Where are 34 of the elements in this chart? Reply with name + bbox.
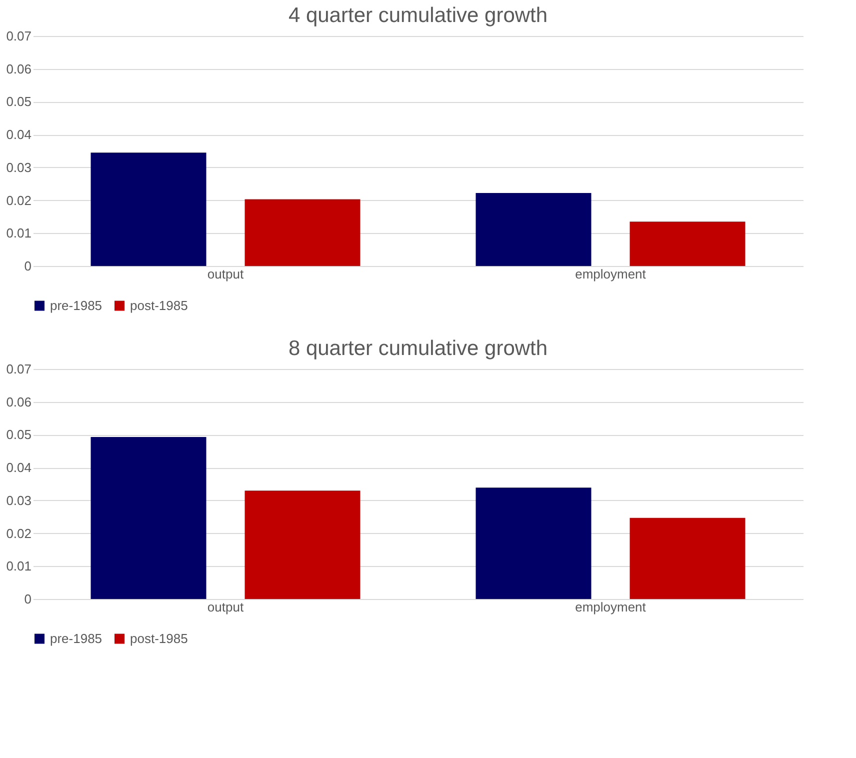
y-tick-label: 0.04 (6, 127, 32, 142)
bar (476, 488, 592, 599)
x-tick-label: output (207, 266, 244, 282)
x-tick-label: employment (575, 600, 646, 614)
bar (630, 518, 746, 599)
bar (244, 490, 360, 599)
y-tick-label: 0.05 (6, 427, 32, 442)
y-tick-label: 0.05 (6, 94, 32, 110)
legend-label: post-1985 (130, 298, 188, 313)
bar (476, 193, 592, 266)
y-tick-label: 0.03 (6, 492, 32, 508)
y-tick-label: 0.06 (6, 394, 32, 410)
y-tick-label: 0 (24, 592, 32, 606)
legend-label: pre-1985 (50, 630, 102, 646)
y-tick-label: 0.01 (6, 558, 32, 574)
y-tick-label: 0.04 (6, 460, 32, 476)
x-tick-label: output (207, 600, 244, 614)
y-tick-label: 0.02 (6, 192, 32, 208)
y-tick-label: 0.06 (6, 61, 32, 76)
y-tick-label: 0.07 (6, 362, 32, 376)
y-tick-label: 0.03 (6, 160, 32, 175)
y-tick-label: 0.01 (6, 226, 32, 241)
y-tick-label: 0 (24, 258, 32, 274)
x-tick-label: employment (575, 266, 646, 282)
y-tick-label: 0.07 (6, 28, 32, 44)
bar (244, 199, 360, 266)
bar (90, 152, 206, 266)
y-tick-label: 0.02 (6, 526, 32, 541)
chart-title: 8 quarter cumulative growth (288, 337, 548, 360)
chart-title: 4 quarter cumulative growth (288, 4, 548, 27)
bar (90, 437, 206, 599)
legend-label: post-1985 (130, 630, 188, 646)
bar (630, 222, 746, 266)
legend-label: pre-1985 (50, 298, 102, 313)
